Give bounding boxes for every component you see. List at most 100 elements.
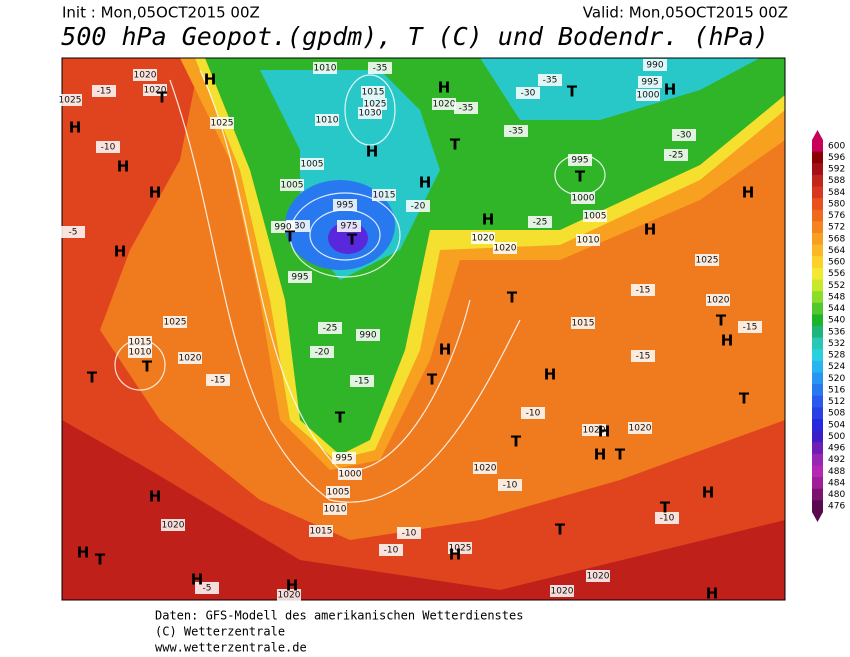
isobar-label: 995 [336, 201, 353, 211]
isobar-label: 1015 [362, 88, 385, 98]
label-box [315, 114, 339, 126]
pressure-center: T [511, 433, 522, 451]
isobar-label: 1020 [587, 572, 610, 582]
label-box [738, 321, 762, 333]
label-box [313, 62, 337, 74]
pressure-center: T [427, 371, 438, 389]
label-box [271, 221, 295, 233]
colorbar-swatch [812, 256, 823, 269]
label-box [310, 346, 334, 358]
pressure-center: H [742, 184, 755, 202]
pressure-center: H [594, 446, 607, 464]
label-box [528, 216, 552, 228]
colorbar-swatch [812, 209, 823, 222]
pressure-center: H [149, 184, 162, 202]
label-box [210, 117, 234, 129]
pressure-center: H [721, 332, 734, 350]
colorbar-swatch [812, 349, 823, 362]
isobar-label: 1020 [278, 591, 301, 601]
pressure-center: H [117, 158, 130, 176]
label-box [432, 98, 456, 110]
label-box [163, 316, 187, 328]
colorbar-tick-label: 532 [828, 339, 845, 349]
label-box [58, 94, 82, 106]
isobar-label: 1025 [696, 256, 719, 266]
pressure-center: H [77, 544, 90, 562]
isobar-label: 1025 [449, 544, 472, 554]
pressure-center: T [450, 136, 461, 154]
label-box [628, 422, 652, 434]
label-box [323, 503, 347, 515]
isobar-label: -10 [660, 514, 675, 524]
label-box [571, 317, 595, 329]
pressure-center: T [347, 231, 358, 249]
isobar-label: -30 [521, 89, 536, 99]
pressure-center: H [449, 546, 462, 564]
label-box [178, 352, 202, 364]
pressure-center: H [439, 341, 452, 359]
colorbar-tick-label: 488 [828, 467, 845, 477]
label-box [498, 479, 522, 491]
label-box [206, 374, 230, 386]
pressure-center: H [69, 119, 82, 137]
isobar-label: 1015 [373, 191, 396, 201]
isobar-label: -15 [636, 286, 651, 296]
isobar-label: -10 [526, 409, 541, 419]
colorbar-tick-label: 584 [828, 188, 845, 198]
colorbar-tick-label: 592 [828, 165, 845, 175]
cold-cyan-2 [480, 58, 760, 120]
pressure-center: T [87, 369, 98, 387]
colorbar-swatch [812, 337, 823, 350]
colorbar-tick-label: 520 [828, 374, 845, 384]
label-box [706, 294, 730, 306]
pressure-center: H [706, 585, 719, 603]
isobar-label: -35 [459, 104, 474, 114]
label-box [672, 129, 696, 141]
isobar-label: 1025 [164, 318, 187, 328]
colorbar-arrow-bottom [812, 512, 823, 522]
label-box [664, 149, 688, 161]
label-box [583, 210, 607, 222]
isobar-label: 1005 [327, 488, 350, 498]
colorbar-swatch [812, 314, 823, 327]
label-box [379, 544, 403, 556]
label-box [128, 336, 152, 348]
init-time: Init : Mon,05OCT2015 00Z [62, 4, 260, 22]
colorbar-tick-label: 476 [828, 502, 845, 512]
isobar-label: -25 [323, 324, 338, 334]
colorbar-tick-label: 480 [828, 490, 845, 500]
label-box [318, 322, 342, 334]
pressure-center: H [644, 221, 657, 239]
isobar-label: 990 [274, 223, 291, 233]
label-box [332, 452, 356, 464]
isobar-label: 1010 [316, 116, 339, 126]
colorbar-tick-label: 564 [828, 246, 845, 256]
colorbar-swatch [812, 198, 823, 211]
isobar-label: -35 [543, 76, 558, 86]
colorbar: 6005965925885845805765725685645605565525… [812, 130, 845, 522]
label-box [309, 525, 333, 537]
hot-region [62, 420, 785, 600]
isobar-label: -10 [503, 481, 518, 491]
colorbar-swatch [812, 488, 823, 501]
colorbar-tick-label: 524 [828, 362, 845, 372]
colorbar-swatch [812, 442, 823, 455]
colorbar-tick-label: 536 [828, 327, 845, 337]
isobar-label: -15 [97, 87, 112, 97]
label-box [361, 86, 385, 98]
isobar-label: 995 [571, 156, 588, 166]
isobar-label: 990 [646, 61, 663, 71]
colorbar-tick-label: 484 [828, 478, 845, 488]
pressure-center: H [482, 211, 495, 229]
isobar-label: -20 [315, 348, 330, 358]
colorbar-tick-label: 544 [828, 304, 845, 314]
pressure-center: T [507, 289, 518, 307]
isobar-label: -35 [373, 64, 388, 74]
isobar-label: 1020 [474, 464, 497, 474]
colorbar-swatch [812, 407, 823, 420]
label-box [521, 407, 545, 419]
isobar-label: 975 [340, 222, 357, 232]
pressure-center: T [615, 446, 626, 464]
isobar-label: 1015 [572, 319, 595, 329]
